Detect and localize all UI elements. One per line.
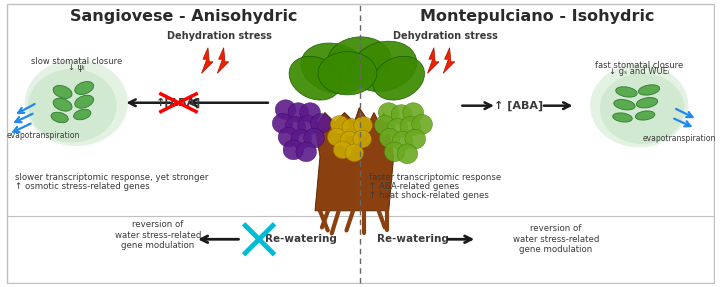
Ellipse shape: [379, 128, 400, 148]
Text: Dehydration stress: Dehydration stress: [168, 31, 272, 41]
Ellipse shape: [397, 144, 418, 164]
Ellipse shape: [405, 129, 425, 149]
Polygon shape: [217, 48, 229, 73]
Text: Montepulciano - Isohydric: Montepulciano - Isohydric: [419, 9, 654, 24]
Text: slow stomatal closure: slow stomatal closure: [31, 57, 122, 66]
Polygon shape: [443, 48, 455, 73]
Text: slower transcriptomic response, yet stronger: slower transcriptomic response, yet stro…: [15, 173, 209, 183]
Text: Sangiovese - Anisohydric: Sangiovese - Anisohydric: [69, 9, 297, 24]
Ellipse shape: [342, 119, 361, 136]
Ellipse shape: [354, 117, 373, 134]
Polygon shape: [201, 48, 213, 73]
Ellipse shape: [334, 141, 352, 159]
Ellipse shape: [327, 37, 391, 84]
Text: ↑ [ABA]: ↑ [ABA]: [494, 100, 543, 111]
Ellipse shape: [74, 109, 91, 120]
Ellipse shape: [331, 115, 349, 133]
Text: reversion of
water stress-related
gene modulation: reversion of water stress-related gene m…: [513, 224, 599, 254]
Text: ↓ gₛ and WUEᵢ: ↓ gₛ and WUEᵢ: [609, 67, 669, 76]
Ellipse shape: [25, 59, 128, 146]
Ellipse shape: [310, 114, 331, 133]
Ellipse shape: [375, 115, 395, 135]
Text: Re-watering: Re-watering: [266, 234, 337, 244]
Ellipse shape: [635, 111, 655, 120]
Ellipse shape: [600, 73, 684, 144]
Polygon shape: [427, 48, 439, 73]
Text: reversion of
water stress-related
gene modulation: reversion of water stress-related gene m…: [115, 220, 201, 250]
Ellipse shape: [298, 115, 318, 135]
Ellipse shape: [296, 142, 316, 162]
Ellipse shape: [351, 41, 417, 92]
Text: ↓ ψₗ: ↓ ψₗ: [68, 63, 84, 72]
Ellipse shape: [275, 100, 296, 119]
Ellipse shape: [400, 117, 421, 136]
Text: evapotranspiration: evapotranspiration: [643, 134, 716, 143]
Ellipse shape: [345, 144, 364, 162]
Ellipse shape: [412, 115, 432, 134]
Ellipse shape: [304, 128, 324, 148]
Ellipse shape: [636, 98, 658, 108]
Ellipse shape: [285, 117, 305, 136]
Ellipse shape: [289, 56, 341, 100]
Ellipse shape: [272, 114, 293, 133]
Ellipse shape: [340, 131, 359, 149]
Ellipse shape: [75, 95, 94, 108]
Ellipse shape: [392, 131, 413, 151]
Ellipse shape: [613, 113, 632, 122]
Ellipse shape: [75, 82, 94, 94]
FancyBboxPatch shape: [6, 3, 714, 284]
Ellipse shape: [384, 142, 405, 162]
Text: Dehydration stress: Dehydration stress: [393, 31, 498, 41]
Ellipse shape: [378, 103, 399, 122]
Ellipse shape: [616, 87, 637, 97]
Text: ↑ osmotic stress-related genes: ↑ osmotic stress-related genes: [15, 182, 150, 191]
Ellipse shape: [53, 86, 72, 98]
Ellipse shape: [300, 103, 321, 122]
Ellipse shape: [51, 112, 69, 123]
Ellipse shape: [28, 69, 117, 143]
Ellipse shape: [638, 85, 660, 95]
Ellipse shape: [301, 43, 368, 94]
Ellipse shape: [353, 130, 372, 148]
Ellipse shape: [53, 98, 72, 111]
Ellipse shape: [291, 129, 312, 149]
Ellipse shape: [387, 119, 408, 138]
Text: faster transcriptomic response: faster transcriptomic response: [369, 173, 501, 183]
Ellipse shape: [327, 128, 346, 146]
Ellipse shape: [614, 100, 635, 110]
Ellipse shape: [373, 56, 425, 100]
Ellipse shape: [278, 127, 299, 147]
Text: ↑ heat shock-related genes: ↑ heat shock-related genes: [369, 191, 489, 200]
Ellipse shape: [403, 103, 424, 122]
Ellipse shape: [288, 103, 309, 122]
Polygon shape: [315, 108, 393, 211]
Ellipse shape: [590, 64, 688, 148]
Text: ↑[ABA]: ↑[ABA]: [156, 98, 201, 108]
Ellipse shape: [283, 140, 304, 160]
Text: evapotranspiration: evapotranspiration: [6, 131, 79, 140]
Text: ↑ ABA-related genes: ↑ ABA-related genes: [369, 182, 459, 191]
Text: fast stomatal closure: fast stomatal closure: [595, 61, 683, 70]
Text: Re-watering: Re-watering: [377, 234, 449, 244]
Ellipse shape: [391, 105, 412, 124]
Ellipse shape: [318, 52, 377, 95]
